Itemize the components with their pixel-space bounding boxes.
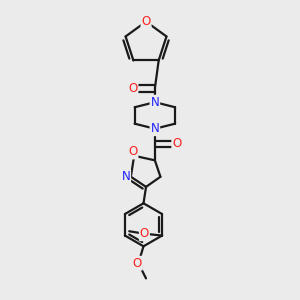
Text: O: O xyxy=(140,227,149,240)
Text: N: N xyxy=(151,96,159,109)
Text: N: N xyxy=(151,122,159,135)
Text: O: O xyxy=(133,257,142,270)
Text: O: O xyxy=(141,15,151,28)
Text: O: O xyxy=(128,146,137,158)
Text: N: N xyxy=(122,170,130,183)
Text: O: O xyxy=(128,82,137,95)
Text: O: O xyxy=(172,137,182,150)
